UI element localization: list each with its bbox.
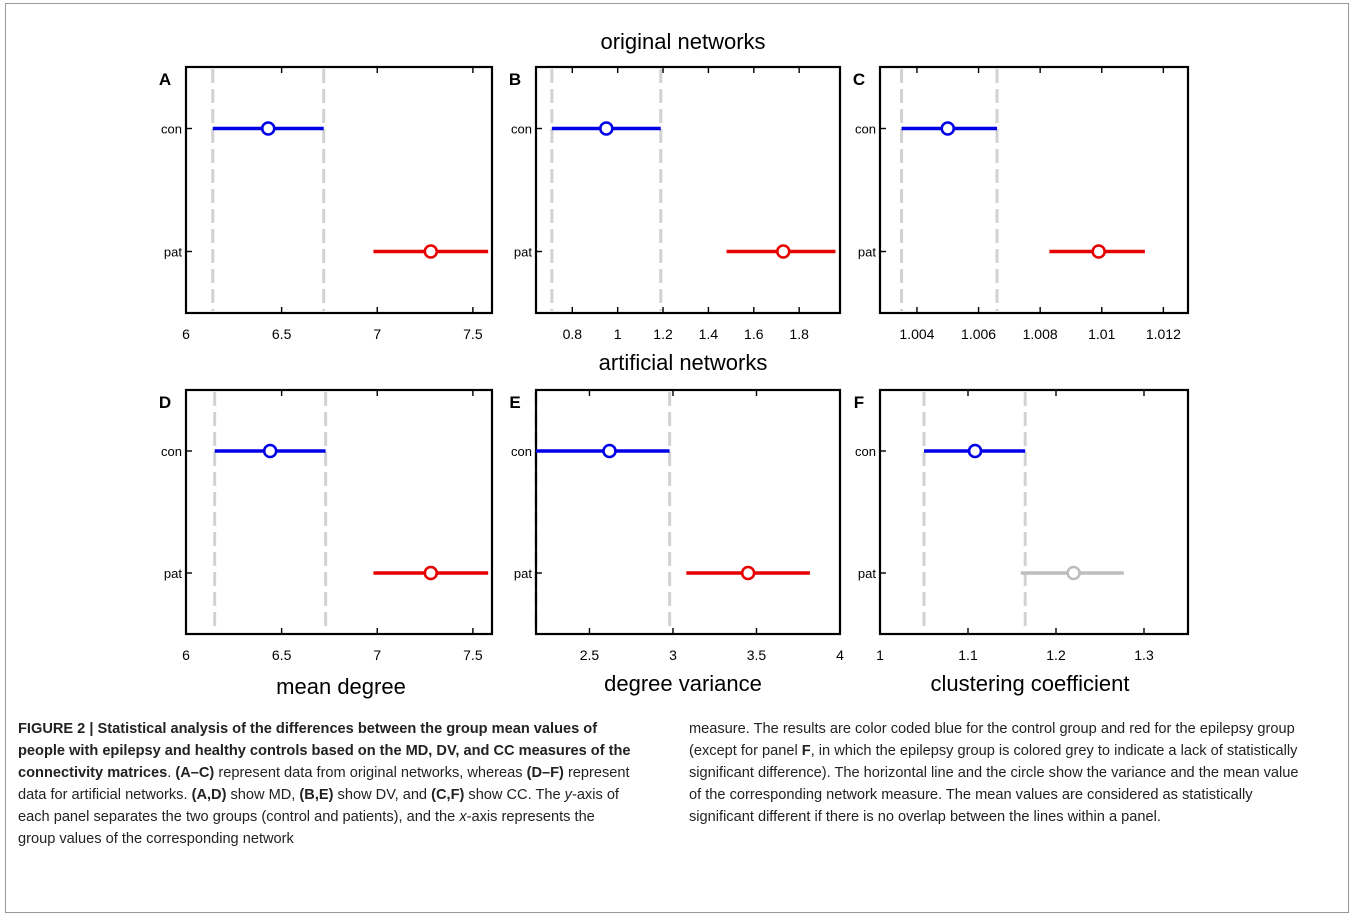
panel-b-xtick-label-3: 1.4 [699,326,719,342]
caption-italic: y [564,787,572,803]
caption-text: , in which the epilepsy group is colored… [689,743,1299,825]
panel-f-xtick-label-1: 1.1 [958,647,978,663]
panel-f-ytick-label-0: con [855,444,876,459]
panel-b-xtick-label-4: 1.6 [744,326,764,342]
panel-d-xtick-label-0: 6 [182,647,190,663]
panel-c-xtick-label-0: 1.004 [899,326,934,342]
caption-ref: (D–F) [526,765,564,781]
xlabel-mean-degree: mean degree [276,674,406,699]
panel-c-label: C [853,70,865,89]
panel-c-xtick-label-1: 1.006 [961,326,996,342]
caption-text: -axis represents the group values of the… [18,809,595,847]
panel-b-con-mean-marker [599,121,614,136]
caption-text: represent data from original networks, w… [214,765,527,781]
panel-f-axes-frame [878,388,1190,636]
row-title-artificial: artificial networks [599,350,768,375]
panel-e-con-mean-marker [602,443,617,459]
panel-d-ytick-label-1: pat [164,566,182,581]
caption-right-column: measure. The results are color coded blu… [689,718,1307,828]
panel-c-axes-frame [878,65,1190,315]
caption-ref: F [801,743,811,759]
caption-title: FIGURE 2 | Statistical analysis of the d… [18,721,631,781]
panel-a-xtick-label-0: 6 [182,326,190,342]
panel-d-xtick-label-1: 6.5 [272,647,292,663]
caption-ref: (A,D) [191,787,227,803]
panel-a-xtick-label-2: 7 [373,326,381,342]
caption-left-column: FIGURE 2 | Statistical analysis of the d… [18,718,636,850]
panel-d-pat-mean-marker [423,565,439,581]
caption-text: represent data for artificial networks. [18,765,630,803]
caption-italic: x [459,809,467,825]
panel-f-pat-mean-marker [1066,565,1081,581]
panel-d-xtick-label-2: 7 [373,647,381,663]
panel-b-label: B [509,70,521,89]
panel-c-ytick-label-0: con [855,122,876,137]
panel-b-pat-mean-marker [775,244,791,259]
panel-e-ytick-label-0: con [511,444,532,459]
caption-text: . [167,765,172,781]
panel-f-label: F [854,393,864,412]
caption-text: show CC. The [464,787,565,803]
panel-e-ytick-label-1: pat [514,566,532,581]
panel-f-xtick-label-0: 1 [876,647,884,663]
panel-e-pat-mean-marker [740,565,756,581]
panel-e-xtick-label-1: 3 [669,647,677,663]
panel-e-xtick-label-3: 4 [836,647,844,663]
figure-2-chart: original networks artificial networks me… [159,29,1190,699]
panel-c-con-mean-marker [940,121,956,136]
panel-a-axes-frame [184,65,494,315]
panel-d-con-mean-marker [262,443,278,459]
panel-e-xtick-label-2: 3.5 [747,647,767,663]
panel-c-xtick-label-2: 1.008 [1023,326,1058,342]
panel-e-xtick-label-0: 2.5 [580,647,600,663]
panel-a-label: A [159,70,171,89]
panel-e-axes-frame [534,388,842,636]
panel-a-ytick-label-0: con [161,122,182,137]
row-title-original: original networks [600,29,765,54]
panel-b-xtick-label-1: 1 [614,326,622,342]
panel-b-axes-frame [534,65,842,315]
caption-ref: (A–C) [175,765,215,781]
panel-f-con-mean-marker [967,443,983,459]
panel-a-pat-mean-marker [423,244,439,259]
xlabel-degree-variance: degree variance [604,671,762,696]
caption-ref: (B,E) [299,787,334,803]
panel-b-ytick-label-1: pat [514,245,532,260]
panel-c-xtick-label-4: 1.012 [1146,326,1181,342]
caption-text: -axis of each panel separates the two gr… [18,787,619,825]
caption-text: measure. The results are color coded blu… [689,721,1295,759]
panel-c-ytick-label-1: pat [858,245,876,260]
caption-ref: (C,F) [431,787,465,803]
panel-b-xtick-label-0: 0.8 [563,326,583,342]
panel-a-con-mean-marker [260,121,276,136]
panel-d-ytick-label-0: con [161,444,182,459]
panel-b-ytick-label-0: con [511,122,532,137]
panel-d-xtick-label-3: 7.5 [463,647,483,663]
panel-b-xtick-label-2: 1.2 [653,326,673,342]
panel-d-axes-frame [184,388,494,636]
panel-e-label: E [509,393,520,412]
caption-text: show MD, [226,787,300,803]
panel-f-xtick-label-2: 1.2 [1046,647,1066,663]
panel-d-label: D [159,393,171,412]
panel-b-xtick-label-5: 1.8 [789,326,809,342]
panel-c-pat-mean-marker [1091,244,1106,259]
panel-f-xtick-label-3: 1.3 [1134,647,1154,663]
panel-a-ytick-label-1: pat [164,245,182,260]
panel-a-xtick-label-3: 7.5 [463,326,483,342]
figure-frame [5,3,1349,913]
xlabel-clustering-coefficient: clustering coefficient [931,671,1130,696]
panel-c-xtick-label-3: 1.01 [1088,326,1115,342]
panel-f-ytick-label-1: pat [858,566,876,581]
panel-a-xtick-label-1: 6.5 [272,326,292,342]
caption-text: show DV, and [333,787,432,803]
